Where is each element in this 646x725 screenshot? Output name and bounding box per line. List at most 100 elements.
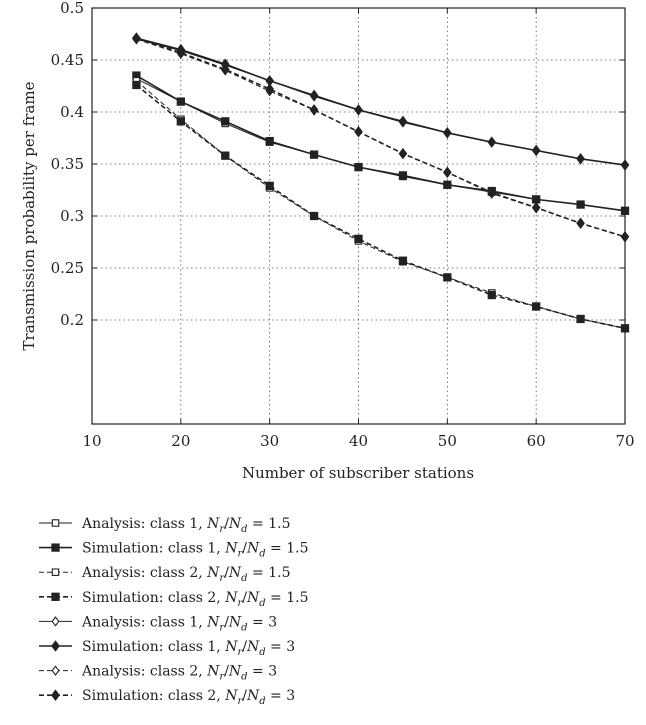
legend-slash: / [242,541,247,557]
legend-symbol-n: N [224,541,238,557]
data-point [354,162,363,172]
legend-slash: / [224,614,229,630]
x-tick-label: 30 [260,432,279,450]
legend-label-prefix: Analysis: class 1, [81,516,207,532]
series-line [135,84,626,330]
legend-slash: / [224,516,229,532]
legend-label-prefix: Analysis: class 2, [81,664,207,680]
legend-symbol-n: N [228,565,242,581]
legend: Analysis: class 1, Nr/Nd = 1.5 Simulation… [39,516,309,707]
series-line [136,38,626,238]
legend-symbol-n: N [224,688,238,704]
legend-label: Analysis: class 2, Nr/Nd = 1.5 [81,565,290,584]
legend-label: Simulation: class 1, Nr/Nd = 3 [82,639,295,658]
y-tick-label: 0.3 [60,207,84,225]
data-point [265,83,274,95]
legend-subscript-d: d [259,549,265,560]
legend-item: Simulation: class 1, Nr/Nd = 1.5 [39,541,309,560]
data-point [487,187,497,199]
legend-slash: / [224,565,229,581]
y-tick-label: 0.5 [60,0,84,17]
legend-symbol-n: N [228,516,242,532]
data-point [487,290,496,300]
legend-equals: = [266,639,287,655]
data-point [51,519,60,527]
legend-subscript-d: d [241,524,247,535]
data-point [531,201,541,214]
legend-ratio-value: 3 [286,688,295,704]
data-point [620,206,630,215]
legend-symbol-n: N [246,590,260,606]
y-tick-label: 0.25 [51,259,84,277]
data-point [354,125,363,138]
data-point [620,231,630,243]
series-line [136,80,626,329]
legend-symbol-n: N [224,590,238,606]
data-point [398,171,408,180]
legend-subscript-r: r [219,622,225,633]
series-8 [132,32,630,243]
legend-slash: / [224,664,229,680]
data-point [176,117,185,126]
data-point [620,324,630,333]
data-point [531,144,541,157]
y-tick-label: 0.45 [51,51,84,69]
data-point [51,543,60,552]
legend-symbol-n: N [228,614,242,630]
legend-label-prefix: Simulation: class 1, [82,639,225,655]
legend-slash: / [242,639,247,655]
legend-equals: = [248,664,269,680]
data-point [51,640,60,652]
legend-symbol-n: N [224,639,238,655]
legend-item: Analysis: class 1, Nr/Nd = 3 [39,614,277,633]
legend-ratio-value: 3 [268,614,277,630]
data-point [309,89,319,102]
data-point [443,180,452,189]
legend-item: Analysis: class 1, Nr/Nd = 1.5 [39,516,290,535]
legend-label: Analysis: class 2, Nr/Nd = 3 [81,664,277,683]
legend-item: Simulation: class 2, Nr/Nd = 1.5 [39,590,309,609]
legend-item: Simulation: class 2, Nr/Nd = 3 [39,688,295,707]
data-point [576,217,585,230]
legend-symbol-n: N [228,664,242,680]
legend-symbol-n: N [206,664,220,680]
data-point [443,273,452,282]
x-tick-label: 20 [171,432,190,450]
series-7 [132,33,629,243]
data-point [221,117,230,126]
legend-equals: = [266,688,287,704]
legend-slash: / [242,590,247,606]
legend-subscript-r: r [237,696,243,707]
series-4 [132,80,630,333]
data-point [620,159,630,171]
legend-label: Simulation: class 1, Nr/Nd = 1.5 [82,541,309,560]
legend-label-prefix: Simulation: class 1, [82,541,225,557]
legend-symbol-n: N [206,565,220,581]
data-point [443,127,452,139]
legend-subscript-r: r [219,672,225,683]
series-line [136,37,626,238]
series-line [136,78,626,212]
legend-equals: = [248,565,269,581]
legend-ratio-value: 3 [286,639,295,655]
legend-item: Analysis: class 2, Nr/Nd = 3 [39,664,277,683]
data-point [221,151,230,160]
legend-equals: = [266,541,287,557]
series-1 [132,74,629,215]
data-point [532,195,541,204]
data-point [576,153,585,165]
x-tick-label: 50 [438,432,457,450]
legend-subscript-r: r [219,524,225,535]
legend-subscript-d: d [241,672,247,683]
x-axis-label: Number of subscriber stations [242,464,474,482]
data-point [265,181,274,190]
x-tick-label: 70 [615,432,634,450]
data-point [354,234,363,244]
legend-subscript-r: r [237,598,243,609]
legend-slash: / [242,688,247,704]
data-point [51,665,60,676]
legend-subscript-d: d [241,573,247,584]
legend-equals: = [266,590,287,606]
y-tick-label: 0.2 [60,311,84,329]
